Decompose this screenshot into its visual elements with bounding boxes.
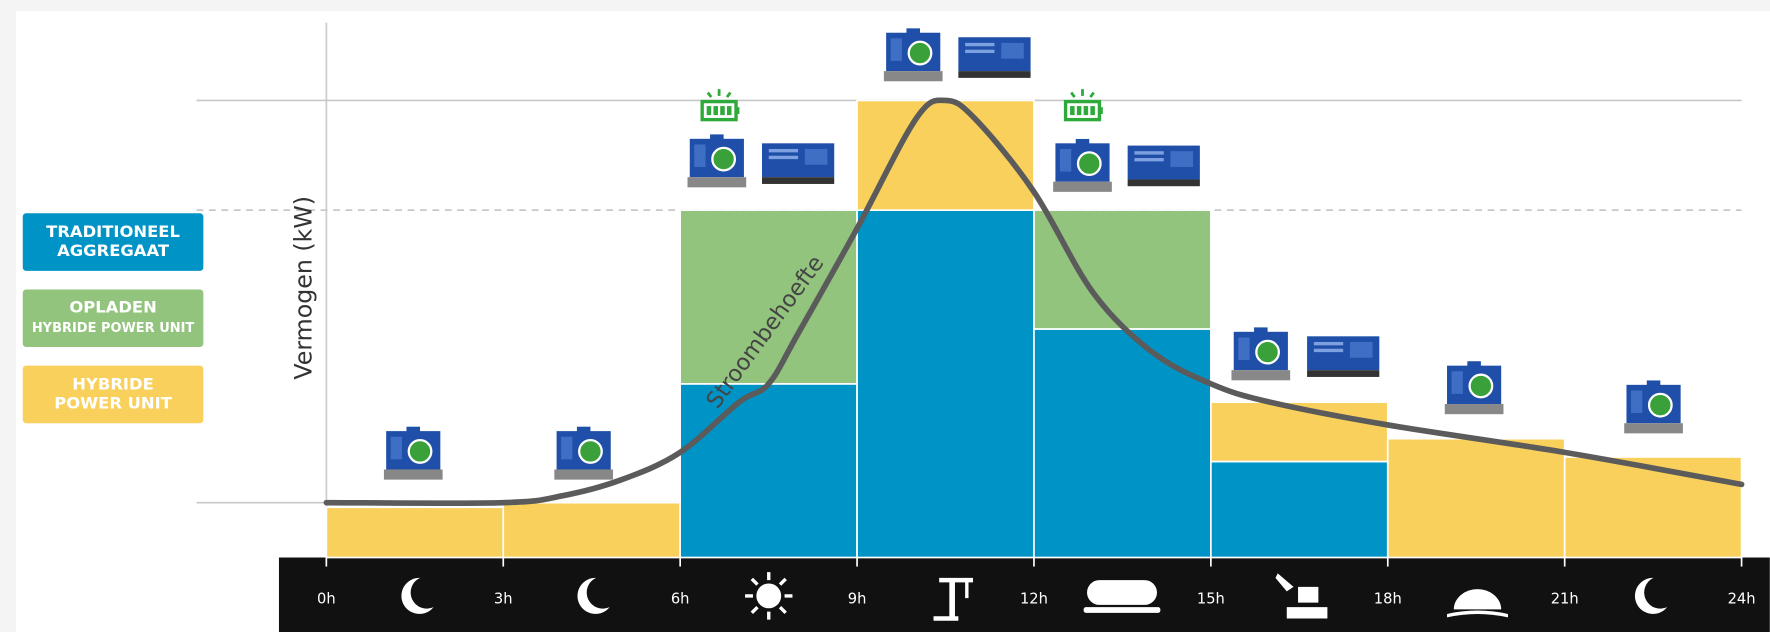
legend-swatch [22,289,204,348]
bar-segment [1033,328,1212,559]
bar-segment [1386,437,1566,559]
bar-segment [1210,401,1389,463]
bar-segment [1210,460,1389,559]
bar-segment [502,501,682,559]
x-tick-label: 9h [848,590,867,607]
legend-text: OPLADEN [69,299,157,318]
x-tick-label: 21h [1551,590,1579,607]
demand-curve [323,97,1745,506]
time-icons [401,572,1668,621]
legend-text: TRADITIONEEL AGGREGAAT [46,222,180,261]
x-tick-label: 24h [1728,590,1756,607]
legend-detail: HYBRIDE POWER UNIT [31,319,195,336]
legend-label: HYBRIDE POWER UNIT [23,366,204,424]
legend-entry: TRADITIONEEL AGGREGAAT [23,213,204,271]
bar-segment [679,382,858,559]
legend-swatch [22,213,204,271]
bar-segment [679,209,858,385]
legend-swatch [22,365,204,424]
x-tick-label: 18h [1374,590,1402,607]
bar-segment [1033,209,1212,330]
x-tick-label: 3h [494,590,513,607]
bar-segment [856,209,1035,559]
x-tick-label: 15h [1197,590,1225,607]
x-tick-label: 6h [671,590,690,607]
bar-segment [325,506,505,559]
bar-segment [1563,456,1743,559]
x-tick-label: 0h [317,590,336,607]
legend-text: HYBRIDE POWER UNIT [54,375,172,413]
legend-label: TRADITIONEEL AGGREGAAT [23,213,204,271]
x-tick-label: 12h [1020,590,1048,607]
legend-entry: HYBRIDE POWER UNIT [23,366,204,424]
x-axis-band [278,557,1770,632]
y-axis-label: Vermogen (kW) [289,196,317,380]
legend-label: OPLADEN HYBRIDE POWER UNIT [23,289,204,347]
